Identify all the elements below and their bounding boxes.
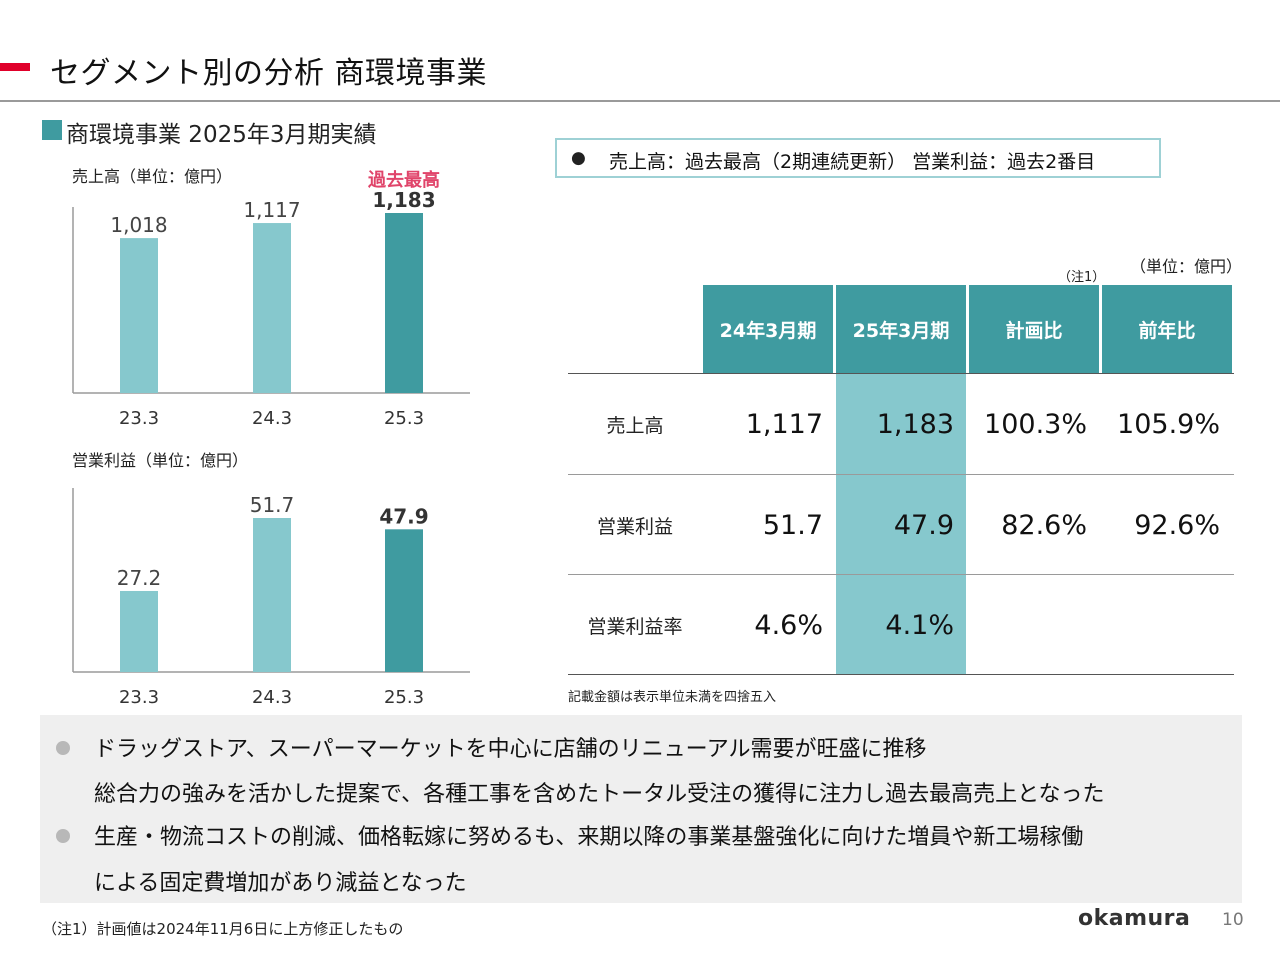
table-unit-label: （単位：億円） (1130, 257, 1243, 276)
table-header-plan-ratio: 計画比 (969, 285, 1099, 373)
comment-2-line-2: による固定費増加があり減益となった (94, 871, 467, 896)
header-accent-bar (0, 63, 30, 71)
bar-25.3 (385, 213, 423, 393)
table-cell-sales-prev: 1,117 (745, 408, 823, 440)
x-tick-label: 24.3 (252, 408, 292, 429)
okamura-logo: okamura (1078, 906, 1191, 931)
table-cell-op-profit-current: 47.9 (893, 509, 954, 541)
table-cell-sales-current: 1,183 (876, 408, 954, 440)
comment-1-line-2: 総合力の強みを活かした提案で、各種工事を含めたトータル受注の獲得に注力し過去最高… (94, 782, 1105, 807)
bar-23.3 (120, 590, 158, 672)
comment-bullet (56, 741, 70, 755)
bar-value-label: 1,183 (372, 188, 435, 212)
x-tick-label: 25.3 (384, 408, 424, 429)
table-cell-op-margin-prev: 4.6% (754, 609, 823, 641)
bar-value-label: 51.7 (250, 493, 295, 517)
comment-bullet (56, 829, 70, 843)
table-cell-op-profit-plan: 82.6% (1001, 509, 1087, 541)
record-high-annotation: 過去最高 (368, 169, 440, 191)
table-cell-sales-yoy: 105.9% (1117, 408, 1220, 440)
x-tick-label: 24.3 (252, 687, 292, 708)
table-cell-sales-plan: 100.3% (984, 408, 1087, 440)
bar-24.3 (253, 223, 291, 393)
header-divider (0, 100, 1280, 102)
highlight-callout: ● 売上高：過去最高（2期連続更新） 営業利益：過去2番目 (555, 138, 1161, 178)
table-cell-op-margin-current: 4.1% (885, 609, 954, 641)
table-cell-op-profit-yoy: 92.6% (1134, 509, 1220, 541)
table-header-prev-year: 24年3月期 (703, 285, 833, 373)
commentary-box: ドラッグストア、スーパーマーケットを中心に店舗のリニューアル需要が旺盛に推移 総… (40, 715, 1242, 903)
chart-title: 売上高（単位：億円） (72, 167, 232, 186)
table-row-label-op-margin: 営業利益率 (587, 615, 683, 638)
callout-bullet: ● (571, 148, 586, 168)
callout-text: 売上高：過去最高（2期連続更新） 営業利益：過去2番目 (609, 151, 1096, 173)
bar-23.3 (120, 238, 158, 393)
comment-1-line-1: ドラッグストア、スーパーマーケットを中心に店舗のリニューアル需要が旺盛に推移 (94, 737, 927, 762)
table-note-marker: （注1） (1058, 270, 1106, 285)
table-cell-op-profit-prev: 51.7 (762, 509, 823, 541)
x-tick-label: 25.3 (384, 687, 424, 708)
x-tick-label: 23.3 (119, 408, 159, 429)
comment-2-line-1: 生産・物流コストの削減、価格転嫁に努めるも、来期以降の事業基盤強化に向けた増員や… (94, 825, 1084, 850)
chart-title: 営業利益（単位：億円） (72, 451, 248, 470)
table-row-label-op-profit: 営業利益 (596, 515, 673, 538)
table-rule-2 (568, 574, 1234, 575)
current-year-highlight (836, 374, 966, 674)
bar-value-label: 1,117 (243, 198, 300, 222)
table-footnote: 記載金額は表示単位未満を四捨五入 (568, 690, 777, 705)
table-rule-1 (568, 474, 1234, 475)
bar-value-label: 1,018 (110, 213, 167, 237)
table-header-yoy-ratio: 前年比 (1102, 285, 1232, 373)
section-title: 商環境事業 2025年3月期実績 (66, 122, 377, 148)
section-marker (42, 120, 62, 140)
page-number: 10 (1222, 910, 1244, 930)
table-row-label-sales: 売上高 (606, 414, 664, 437)
bar-value-label: 47.9 (379, 504, 428, 528)
x-tick-label: 23.3 (119, 687, 159, 708)
page-title: セグメント別の分析 商環境事業 (50, 56, 488, 91)
footer-note: （注1）計画値は2024年11月6日に上方修正したもの (42, 920, 404, 938)
table-header-current-year: 25年3月期 (836, 285, 966, 373)
table-rule-bottom (568, 674, 1234, 675)
bar-25.3 (385, 529, 423, 672)
bar-value-label: 27.2 (117, 566, 162, 590)
table-rule-top (568, 373, 1234, 374)
bar-24.3 (253, 518, 291, 672)
